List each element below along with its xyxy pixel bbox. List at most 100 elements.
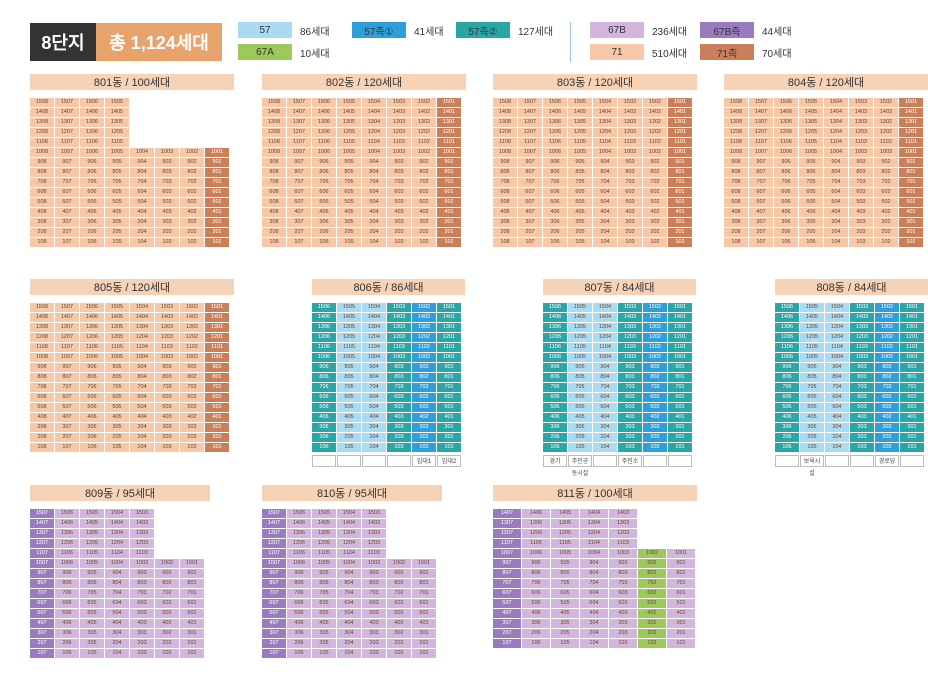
floor-row: 707 706 705 704 703 702 701 bbox=[30, 589, 205, 599]
unit-cell: 1105 bbox=[799, 138, 823, 147]
unit-cell: 504 bbox=[130, 403, 154, 412]
unit-cell: 207 bbox=[287, 228, 311, 237]
unit-cell: 1403 bbox=[618, 108, 642, 117]
unit-cell: 1101 bbox=[205, 343, 229, 352]
unit-cell: 504 bbox=[105, 609, 129, 618]
unit-cell: 1402 bbox=[874, 108, 898, 117]
unit-cell: 102 bbox=[412, 443, 436, 452]
unit-cell bbox=[180, 108, 204, 117]
floor-row: 806 805 804 803 802 801 bbox=[312, 373, 462, 383]
unit-cell: 1206 bbox=[543, 128, 567, 137]
unit-cell: 301 bbox=[668, 423, 692, 432]
unit-cell: 705 bbox=[568, 383, 592, 392]
unit-cell: 605 bbox=[80, 599, 104, 608]
unit-cell: 204 bbox=[337, 639, 361, 648]
unit-cell: 1408 bbox=[262, 108, 286, 117]
unit-cell: 706 bbox=[80, 383, 104, 392]
unit-cell: 302 bbox=[874, 218, 898, 227]
unit-cell: 1204 bbox=[362, 128, 386, 137]
unit-cell: 604 bbox=[337, 599, 361, 608]
floor-row: 1307 1306 1305 1304 1303 bbox=[493, 519, 696, 529]
unit-cell: 903 bbox=[387, 363, 411, 372]
unit-cell: 906 bbox=[312, 363, 336, 372]
unit-cell: 604 bbox=[824, 188, 848, 197]
unit-cell: 106 bbox=[774, 238, 798, 247]
unit-cell: 1101 bbox=[437, 343, 461, 352]
unit-cell: 1205 bbox=[800, 333, 824, 342]
unit-cell: 104 bbox=[362, 443, 386, 452]
unit-cell: 702 bbox=[180, 383, 204, 392]
unit-cell: 701 bbox=[437, 383, 461, 392]
unit-cell: 307 bbox=[262, 629, 286, 638]
unit-cell: 904 bbox=[130, 158, 154, 167]
unit-cell: 1305 bbox=[312, 529, 336, 538]
unit-cell: 1402 bbox=[643, 313, 667, 322]
floor-row: 106 105 104 103 102 101 bbox=[775, 443, 925, 453]
unit-cell: 1005 bbox=[105, 353, 129, 362]
unit-cell: 802 bbox=[155, 579, 179, 588]
unit-cell: 906 bbox=[775, 363, 799, 372]
unit-cell: 1003 bbox=[155, 353, 179, 362]
unit-cell: 202 bbox=[155, 639, 179, 648]
unit-cell: 305 bbox=[105, 218, 129, 227]
floor-row: 1308 1307 1306 1305 1304 1303 1302 1301 bbox=[30, 323, 230, 333]
floor-row: 806 805 804 803 802 801 bbox=[543, 373, 693, 383]
unit-cell: 907 bbox=[749, 158, 773, 167]
unit-cell: 1204 bbox=[362, 333, 386, 342]
unit-cell: 1001 bbox=[900, 353, 924, 362]
unit-cell: 401 bbox=[437, 208, 461, 217]
unit-cell: 1207 bbox=[518, 128, 542, 137]
unit-cell: 302 bbox=[643, 423, 667, 432]
floor-row: 108 107 106 105 104 103 102 101 bbox=[493, 238, 693, 248]
unit-cell: 905 bbox=[105, 158, 129, 167]
unit-cell: 1503 bbox=[387, 303, 411, 312]
unit-cell: 902 bbox=[155, 569, 179, 578]
unit-cell: 203 bbox=[130, 639, 154, 648]
unit-cell: 1404 bbox=[825, 313, 849, 322]
unit-cell: 1107 bbox=[55, 343, 79, 352]
unit-cell: 1507 bbox=[55, 303, 79, 312]
facility-label bbox=[775, 455, 799, 467]
unit-cell: 1001 bbox=[668, 148, 692, 157]
unit-cell: 905 bbox=[105, 363, 129, 372]
unit-cell: 304 bbox=[593, 218, 617, 227]
unit-cell: 1105 bbox=[568, 138, 592, 147]
unit-cell: 205 bbox=[568, 433, 592, 442]
unit-cell: 1401 bbox=[205, 313, 229, 322]
unit-cell: 103 bbox=[387, 443, 411, 452]
unit-cell: 1403 bbox=[362, 519, 386, 528]
unit-cell: 506 bbox=[775, 403, 799, 412]
unit-cell: 302 bbox=[638, 619, 666, 628]
unit-cell: 207 bbox=[518, 228, 542, 237]
unit-cell: 704 bbox=[824, 178, 848, 187]
unit-cell: 405 bbox=[105, 208, 129, 217]
unit-cell: 507 bbox=[287, 198, 311, 207]
unit-cell bbox=[130, 138, 154, 147]
unit-cell: 1004 bbox=[825, 353, 849, 362]
unit-cell: 1506 bbox=[55, 509, 79, 518]
unit-cell: 203 bbox=[155, 433, 179, 442]
unit-cell: 1305 bbox=[551, 519, 579, 528]
unit-cell: 107 bbox=[55, 443, 79, 452]
unit-cell bbox=[205, 118, 229, 127]
unit-cell: 708 bbox=[30, 178, 54, 187]
floor-row: 108 107 106 105 104 103 102 101 bbox=[30, 443, 230, 453]
unit-cell: 1007 bbox=[55, 353, 79, 362]
floor-row: 1306 1305 1304 1303 1302 1301 bbox=[775, 323, 925, 333]
floor-row: 906 905 904 903 902 901 bbox=[312, 363, 462, 373]
unit-cell: 606 bbox=[522, 589, 550, 598]
unit-cell: 307 bbox=[30, 629, 54, 638]
unit-grid: 1508 1507 1506 1505 1504 1503 1502 1501 1408 1407… bbox=[262, 98, 462, 248]
unit-cell: 402 bbox=[387, 619, 411, 628]
unit-cell: 905 bbox=[568, 158, 592, 167]
unit-cell: 107 bbox=[749, 238, 773, 247]
unit-cell: 203 bbox=[155, 228, 179, 237]
unit-cell: 1306 bbox=[775, 323, 799, 332]
unit-cell: 106 bbox=[80, 443, 104, 452]
unit-cell: 502 bbox=[643, 403, 667, 412]
unit-cell: 1204 bbox=[580, 529, 608, 538]
unit-cell: 1501 bbox=[205, 303, 229, 312]
unit-cell: 907 bbox=[518, 158, 542, 167]
unit-cell: 408 bbox=[30, 413, 54, 422]
floor-row: 1408 1407 1406 1405 1404 1403 1402 1401 bbox=[724, 108, 924, 118]
